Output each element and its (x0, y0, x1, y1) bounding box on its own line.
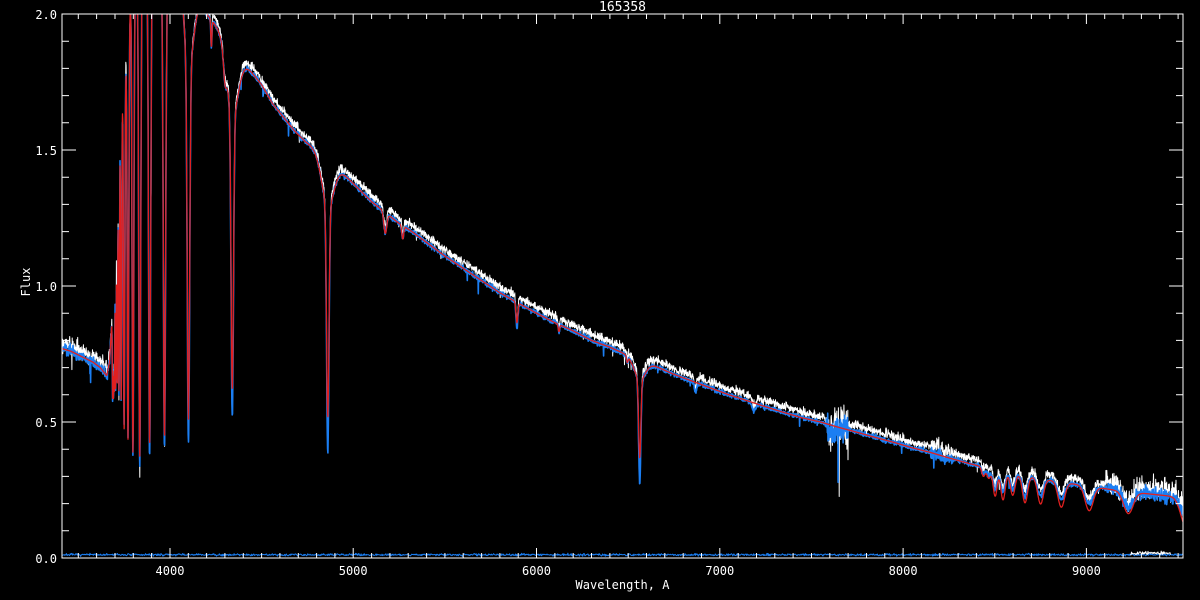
x-tick-label: 4000 (156, 564, 185, 578)
axes-box-and-ticks (61, 13, 1184, 559)
y-tick-label: 0.0 (35, 552, 57, 566)
spectra-series (62, 14, 1183, 557)
observed-spectrum-raw (62, 14, 1183, 512)
y-tick-label: 1.0 (35, 280, 57, 294)
error-spectrum (62, 552, 1183, 557)
y-tick-label: 0.5 (35, 416, 57, 430)
plot-title: 165358 (599, 0, 646, 15)
x-tick-label: 7000 (705, 564, 734, 578)
x-axis-label: Wavelength, A (576, 578, 671, 592)
y-tick-label: 1.5 (35, 144, 57, 158)
x-tick-label: 5000 (339, 564, 368, 578)
model-fit (62, 14, 1183, 522)
error-spectrum-tail (1129, 550, 1171, 556)
axes (61, 13, 1184, 559)
observed-spectrum-smoothed (62, 14, 1183, 517)
y-tick-label: 2.0 (35, 8, 57, 22)
x-tick-label: 6000 (522, 564, 551, 578)
x-tick-label: 8000 (889, 564, 918, 578)
axis-labels: 165358 Wavelength, A Flux 4000 5000 6000 70… (19, 0, 1101, 592)
x-tick-label: 9000 (1072, 564, 1101, 578)
y-axis-label: Flux (19, 268, 33, 297)
